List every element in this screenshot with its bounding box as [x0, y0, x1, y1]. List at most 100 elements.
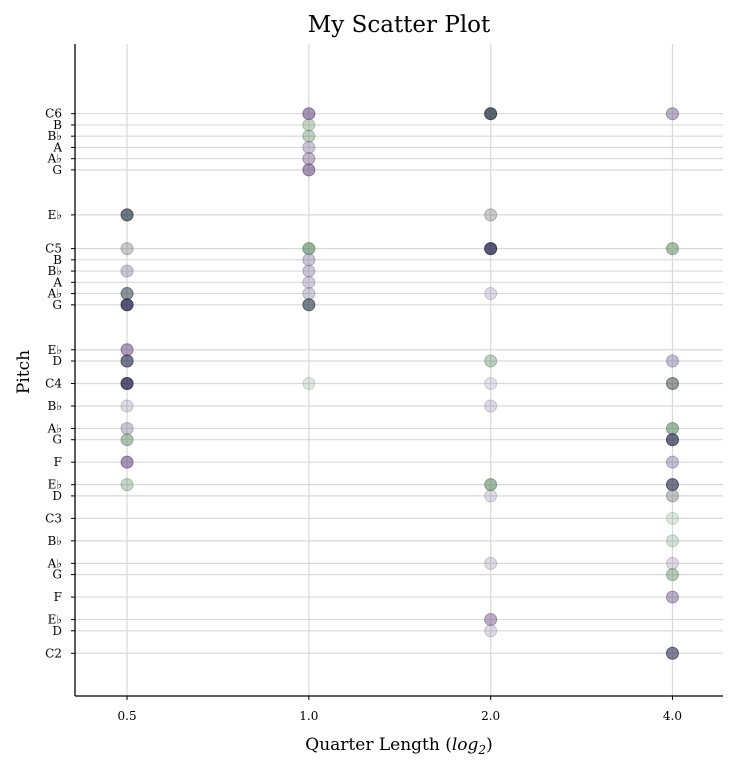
axes: [74, 44, 723, 697]
y-tick-label: B♭: [48, 534, 62, 548]
scatter-point: [665, 455, 679, 469]
scatter-point: [484, 287, 498, 301]
scatter-point: [302, 242, 316, 256]
scatter-point: [302, 298, 316, 312]
scatter-point: [484, 489, 498, 503]
x-tick-labels: 0.5 1.0 2.0 4.0: [118, 696, 682, 723]
y-tick-label: D: [52, 489, 62, 503]
scatter-point: [302, 287, 316, 301]
y-tick-label: C4: [45, 376, 62, 390]
y-tick-label: G: [52, 568, 62, 582]
scatter-point: [120, 354, 134, 368]
scatter-point: [302, 376, 316, 390]
y-tick-label: D: [52, 354, 62, 368]
chart-title: My Scatter Plot: [308, 12, 491, 38]
x-tick-label: 1.0: [299, 709, 318, 723]
y-tick-label: F: [54, 455, 62, 469]
y-tick-label: A♭: [47, 152, 62, 166]
scatter-point: [302, 253, 316, 267]
scatter-point: [484, 376, 498, 390]
scatter-point: [484, 354, 498, 368]
x-axis-label: Quarter Length (log2): [305, 735, 492, 757]
scatter-point: [120, 343, 134, 357]
scatter-point: [665, 421, 679, 435]
y-tick-label: E♭: [48, 343, 62, 357]
scatter-point: [302, 275, 316, 289]
y-tick-label: E♭: [48, 613, 62, 627]
scatter-point: [665, 354, 679, 368]
y-tick-label: B♭: [48, 129, 62, 143]
y-axis-label: Pitch: [14, 350, 34, 394]
scatter-point: [665, 568, 679, 582]
y-tick-label: C6: [45, 107, 62, 121]
scatter-point: [120, 376, 134, 390]
x-axis-label-text: Quarter Length (: [305, 735, 452, 755]
y-tick-label: A♭: [47, 421, 62, 435]
grid: [75, 44, 723, 696]
y-tick-label: A♭: [47, 287, 62, 301]
y-tick-label: D: [52, 624, 62, 638]
scatter-point: [120, 264, 134, 278]
data-points: [120, 107, 679, 660]
scatter-point: [665, 107, 679, 121]
scatter-point: [484, 613, 498, 627]
scatter-point: [665, 646, 679, 660]
scatter-point: [484, 624, 498, 638]
scatter-point: [302, 163, 316, 177]
y-tick-label: B♭: [48, 399, 62, 413]
scatter-point: [302, 107, 316, 121]
scatter-point: [665, 556, 679, 570]
scatter-point: [484, 242, 498, 256]
scatter-point: [665, 511, 679, 525]
scatter-point: [120, 455, 134, 469]
scatter-point: [484, 478, 498, 492]
scatter-point: [665, 433, 679, 447]
scatter-point: [120, 298, 134, 312]
scatter-point: [302, 140, 316, 154]
x-axis-label-end: ): [486, 735, 493, 755]
scatter-point: [120, 208, 134, 222]
y-tick-label: B: [53, 118, 62, 132]
y-tick-label: C2: [45, 646, 62, 660]
scatter-point: [120, 287, 134, 301]
scatter-point: [484, 556, 498, 570]
scatter-point: [302, 129, 316, 143]
y-tick-label: E♭: [48, 478, 62, 492]
x-tick-label: 4.0: [663, 709, 682, 723]
scatter-point: [665, 376, 679, 390]
scatter-point: [120, 478, 134, 492]
y-tick-label: A: [52, 275, 62, 289]
x-tick-label: 2.0: [481, 709, 500, 723]
y-tick-label: A♭: [47, 556, 62, 570]
scatter-point: [484, 107, 498, 121]
scatter-point: [484, 208, 498, 222]
scatter-point: [665, 590, 679, 604]
scatter-point: [665, 534, 679, 548]
y-tick-label: E♭: [48, 208, 62, 222]
y-tick-label: B: [53, 253, 62, 267]
scatter-point: [120, 399, 134, 413]
x-tick-label: 0.5: [118, 709, 137, 723]
scatter-point: [484, 399, 498, 413]
scatter-point: [120, 421, 134, 435]
x-axis-label-sub: 2: [477, 743, 486, 757]
scatter-point: [302, 118, 316, 132]
y-tick-label: B♭: [48, 264, 62, 278]
y-tick-label: A: [52, 140, 62, 154]
scatter-point: [302, 152, 316, 166]
scatter-point: [665, 478, 679, 492]
y-tick-label: C5: [45, 242, 62, 256]
y-tick-label: G: [52, 433, 62, 447]
y-tick-label: G: [52, 163, 62, 177]
y-tick-labels: C2DE♭FGA♭B♭C3DE♭FGA♭B♭C4DE♭GA♭AB♭BC5E♭GA…: [45, 107, 75, 660]
y-tick-label: F: [54, 590, 62, 604]
scatter-point: [665, 242, 679, 256]
scatter-point: [665, 489, 679, 503]
scatter-point: [120, 433, 134, 447]
x-axis-label-math: log: [452, 735, 479, 755]
scatter-point: [120, 242, 134, 256]
y-tick-label: C3: [45, 511, 62, 525]
scatter-point: [302, 264, 316, 278]
y-tick-label: G: [52, 298, 62, 312]
